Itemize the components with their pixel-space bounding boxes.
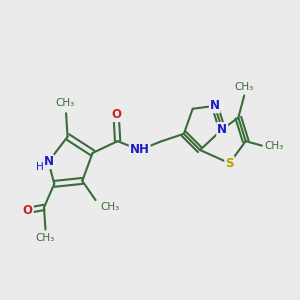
Text: CH₃: CH₃	[55, 98, 74, 108]
Text: O: O	[23, 204, 33, 217]
Text: N: N	[210, 99, 220, 112]
Text: CH₃: CH₃	[36, 233, 55, 243]
Text: O: O	[111, 108, 121, 121]
Text: N: N	[217, 123, 227, 136]
Text: CH₃: CH₃	[100, 202, 119, 212]
Text: N: N	[44, 155, 53, 168]
Text: S: S	[225, 157, 234, 170]
Text: CH₃: CH₃	[235, 82, 254, 92]
Text: CH₃: CH₃	[265, 141, 284, 151]
Text: NH: NH	[130, 143, 150, 157]
Text: H: H	[36, 162, 44, 172]
